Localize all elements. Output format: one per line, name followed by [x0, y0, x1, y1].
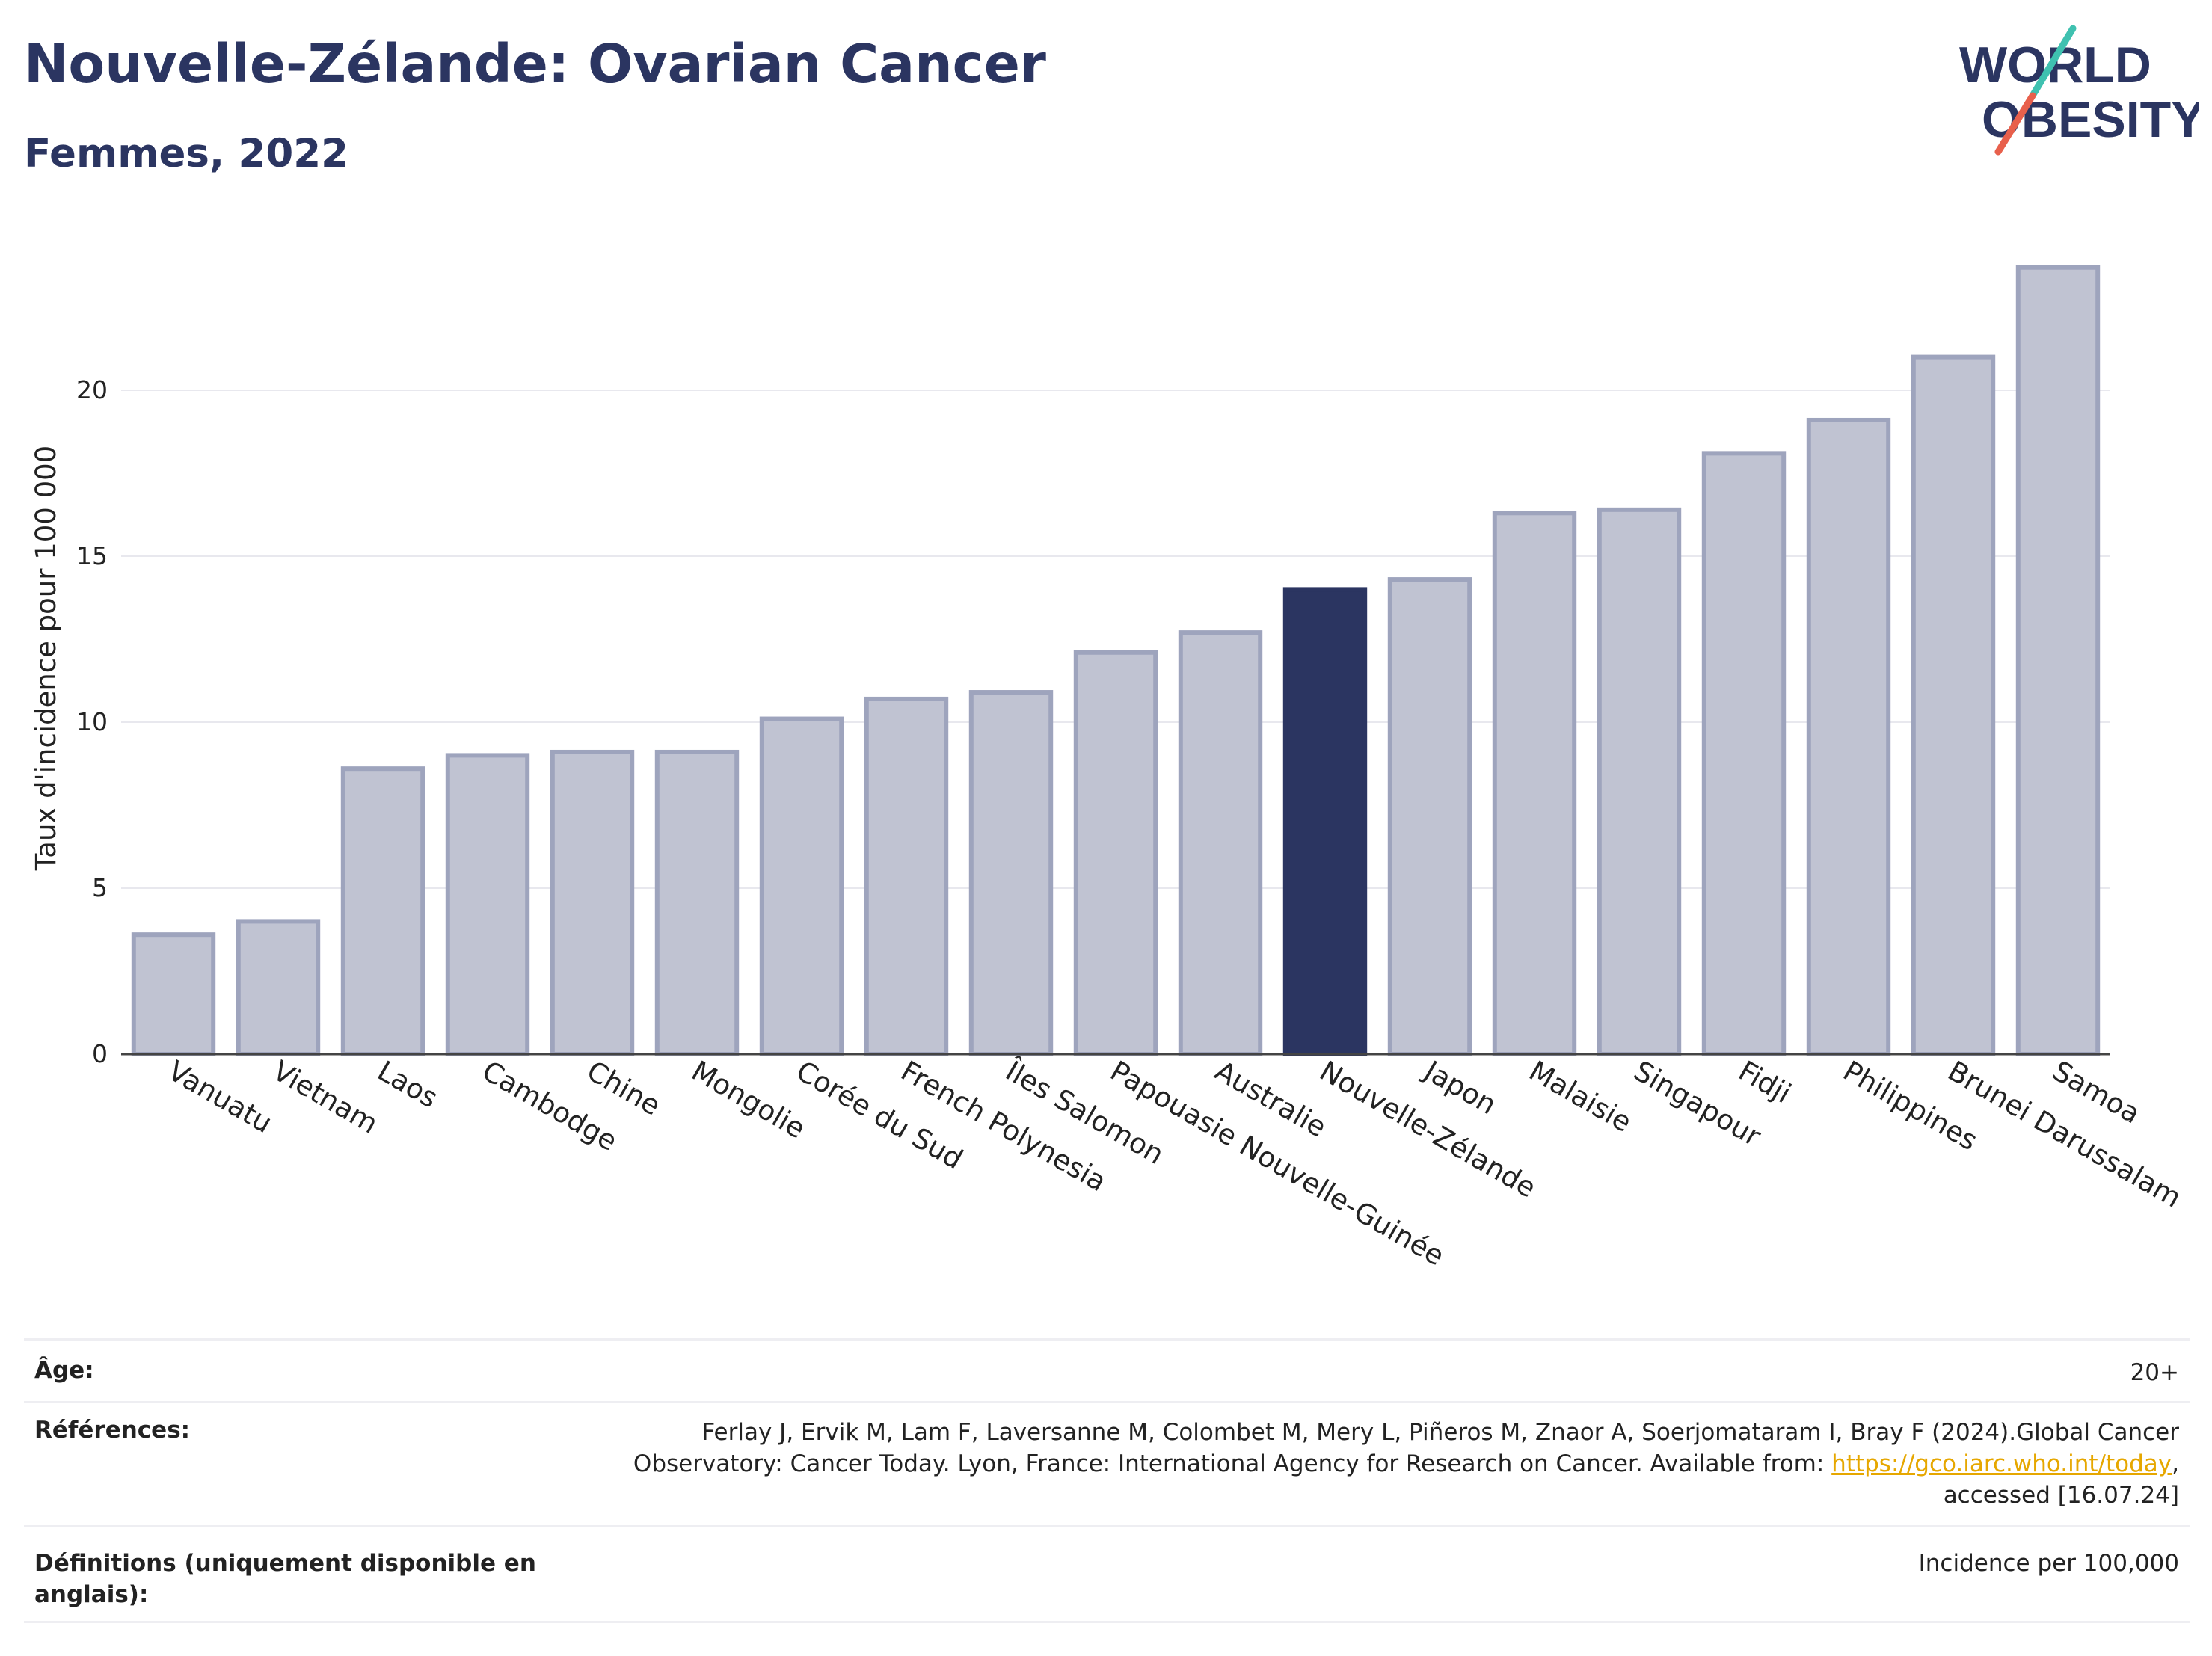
bar	[340, 766, 425, 1057]
y-tick-label: 10	[76, 707, 108, 736]
meta-divider	[24, 1525, 2190, 1527]
bar	[654, 749, 740, 1057]
bar	[1387, 577, 1472, 1056]
references-line2-text: Observatory: Cancer Today. Lyon, France:…	[633, 1450, 1832, 1477]
x-tick-label: Chine	[582, 1055, 666, 1122]
bar	[550, 749, 635, 1057]
references-line3: accessed [16.07.24]	[1943, 1482, 2179, 1509]
bar	[759, 716, 844, 1056]
bar	[1178, 630, 1263, 1056]
bar	[968, 690, 1054, 1056]
x-tick-label: Vietnam	[268, 1055, 384, 1140]
definitions-label: Définitions (uniquement disponible en an…	[34, 1548, 536, 1610]
meta-divider	[24, 1621, 2190, 1623]
bar	[131, 932, 216, 1057]
references-line2-end: ,	[2172, 1450, 2179, 1477]
bar	[1492, 511, 1577, 1056]
page-subtitle: Femmes, 2022	[24, 131, 349, 176]
bar	[1073, 650, 1158, 1056]
y-tick-label: 15	[76, 541, 108, 570]
x-tick-label: Mongolie	[686, 1055, 811, 1145]
y-tick-label: 0	[92, 1039, 108, 1068]
references-label: Références:	[34, 1417, 191, 1444]
bar	[2015, 265, 2101, 1057]
bar	[864, 696, 949, 1056]
y-tick-label: 20	[76, 375, 108, 404]
age-label: Âge:	[34, 1357, 94, 1384]
bar	[236, 919, 321, 1057]
logo-line1: WORLD	[1959, 37, 2151, 93]
references-link[interactable]: https://gco.iarc.who.int/today	[1831, 1450, 2172, 1477]
world-obesity-logo: WORLD OBESITY	[1959, 25, 2199, 156]
bar	[445, 753, 530, 1057]
x-tick-label: Japon	[1418, 1054, 1502, 1121]
x-tick-label: Vanuatu	[163, 1055, 278, 1140]
definitions-label-line1: Définitions (uniquement disponible en	[34, 1550, 536, 1577]
bar	[1701, 451, 1787, 1056]
logo-slash-red	[1994, 92, 2036, 156]
x-tick-label: Malaisie	[1524, 1055, 1638, 1139]
references-line2: Observatory: Cancer Today. Lyon, France:…	[633, 1448, 2179, 1480]
definitions-value: Incidence per 100,000	[1918, 1550, 2179, 1577]
bar	[1282, 587, 1368, 1056]
y-tick-label: 5	[92, 873, 108, 902]
references-line1: Ferlay J, Ervik M, Lam F, Laversanne M, …	[701, 1419, 2179, 1446]
page-title: Nouvelle-Zélande: Ovarian Cancer	[24, 33, 1046, 95]
logo-slash-teal	[2029, 25, 2077, 99]
age-value: 20+	[2130, 1359, 2179, 1386]
bar	[1911, 354, 1996, 1057]
x-tick-label: Fidji	[1733, 1055, 1797, 1110]
bar	[1597, 507, 1682, 1056]
meta-divider	[24, 1401, 2190, 1403]
definitions-label-line2: anglais):	[34, 1581, 149, 1608]
references-value: Ferlay J, Ervik M, Lam F, Laversanne M, …	[633, 1417, 2179, 1511]
meta-divider	[24, 1338, 2190, 1341]
x-tick-label: Laos	[372, 1055, 443, 1115]
bar	[1806, 417, 1891, 1056]
y-axis-title: Taux d'incidence pour 100 000	[30, 446, 62, 871]
bar-chart: 0 5 10 15 20 Taux d'incidence pour 100 000 Van…	[30, 265, 2187, 1272]
